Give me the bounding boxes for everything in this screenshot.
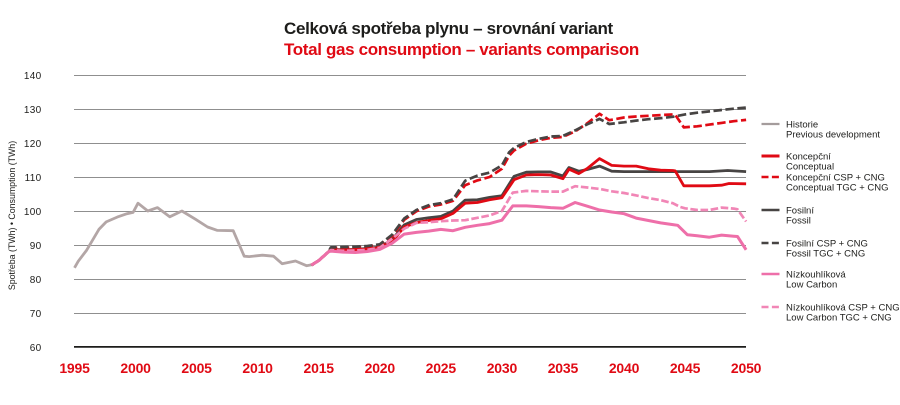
svg-text:Nízkouhlíková: Nízkouhlíková: [786, 269, 846, 280]
svg-text:2020: 2020: [365, 360, 396, 376]
svg-text:2005: 2005: [181, 360, 212, 376]
svg-text:120: 120: [24, 139, 42, 150]
svg-text:Total gas consumption – varian: Total gas consumption – variants compari…: [284, 40, 639, 59]
svg-text:110: 110: [25, 173, 42, 184]
svg-text:80: 80: [30, 275, 42, 286]
svg-text:Nízkouhlíková CSP + CNG: Nízkouhlíková CSP + CNG: [786, 302, 900, 313]
svg-text:Previous development: Previous development: [786, 129, 880, 140]
svg-text:Fossil: Fossil: [786, 215, 811, 226]
svg-text:Low Carbon TGC + CNG: Low Carbon TGC + CNG: [786, 312, 892, 323]
svg-text:Koncepční CSP + CNG: Koncepční CSP + CNG: [786, 172, 885, 183]
svg-text:2035: 2035: [548, 360, 579, 376]
svg-text:90: 90: [30, 241, 42, 252]
svg-text:Conceptual: Conceptual: [786, 161, 834, 172]
svg-text:2010: 2010: [242, 360, 273, 376]
svg-text:2045: 2045: [670, 360, 701, 376]
svg-text:Celková spotřeba plynu – srovn: Celková spotřeba plynu – srovnání varian…: [284, 19, 614, 38]
svg-text:140: 140: [24, 71, 42, 82]
svg-text:1995: 1995: [59, 360, 90, 376]
svg-text:Spotřeba (TWh) • Consumption (: Spotřeba (TWh) • Consumption (TWh): [7, 141, 17, 290]
svg-text:2040: 2040: [609, 360, 640, 376]
svg-text:2000: 2000: [120, 360, 151, 376]
svg-text:Koncepční: Koncepční: [786, 151, 831, 162]
svg-text:70: 70: [30, 309, 42, 320]
svg-text:2030: 2030: [487, 360, 518, 376]
svg-text:Fossil TGC + CNG: Fossil TGC + CNG: [786, 248, 865, 259]
svg-text:2025: 2025: [426, 360, 457, 376]
svg-text:Fosilní: Fosilní: [786, 205, 814, 216]
svg-text:2015: 2015: [304, 360, 335, 376]
svg-text:Conceptual TGC + CNG: Conceptual TGC + CNG: [786, 182, 889, 193]
svg-text:Historie: Historie: [786, 119, 818, 130]
svg-text:Fosilní CSP + CNG: Fosilní CSP + CNG: [786, 238, 868, 249]
svg-text:Low Carbon: Low Carbon: [786, 279, 837, 290]
svg-text:130: 130: [24, 105, 42, 116]
svg-text:100: 100: [24, 207, 42, 218]
svg-text:2050: 2050: [731, 360, 762, 376]
svg-text:60: 60: [30, 343, 42, 354]
